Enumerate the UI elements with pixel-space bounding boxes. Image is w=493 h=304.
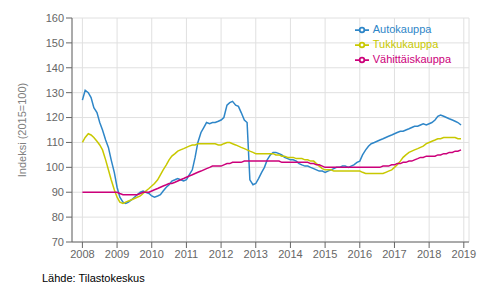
svg-text:2017: 2017 [382, 248, 406, 260]
svg-text:110: 110 [46, 136, 64, 148]
svg-text:160: 160 [46, 12, 64, 24]
html-text:Tukkukauppa: Tukkukauppa [372, 38, 439, 51]
svg-text:2019: 2019 [452, 248, 476, 260]
svg-text:2011: 2011 [175, 248, 199, 260]
svg-text:2012: 2012 [209, 248, 233, 260]
svg-text:2008: 2008 [70, 248, 94, 260]
svg-text:2016: 2016 [348, 248, 372, 260]
html-text:Autokauppa: Autokauppa [372, 23, 432, 35]
html-text:Lähde: Tilastokeskus: Lähde: Tilastokeskus [42, 272, 145, 284]
svg-text:2014: 2014 [278, 248, 302, 260]
svg-text:2015: 2015 [313, 248, 337, 260]
svg-text:80: 80 [52, 211, 64, 223]
svg-text:90: 90 [52, 186, 64, 198]
svg-text:Indeksi (2015=100): Indeksi (2015=100) [16, 83, 28, 177]
svg-text:2013: 2013 [244, 248, 268, 260]
svg-text:100: 100 [46, 161, 64, 173]
svg-text:140: 140 [46, 62, 64, 74]
svg-text:70: 70 [52, 236, 64, 248]
svg-text:2010: 2010 [140, 248, 164, 260]
svg-text:130: 130 [46, 87, 64, 99]
svg-text:2009: 2009 [105, 248, 129, 260]
html-text:Vähittäiskauppa: Vähittäiskauppa [372, 53, 451, 66]
svg-text:2018: 2018 [417, 248, 441, 260]
svg-text:120: 120 [46, 111, 64, 123]
svg-text:150: 150 [46, 37, 64, 49]
